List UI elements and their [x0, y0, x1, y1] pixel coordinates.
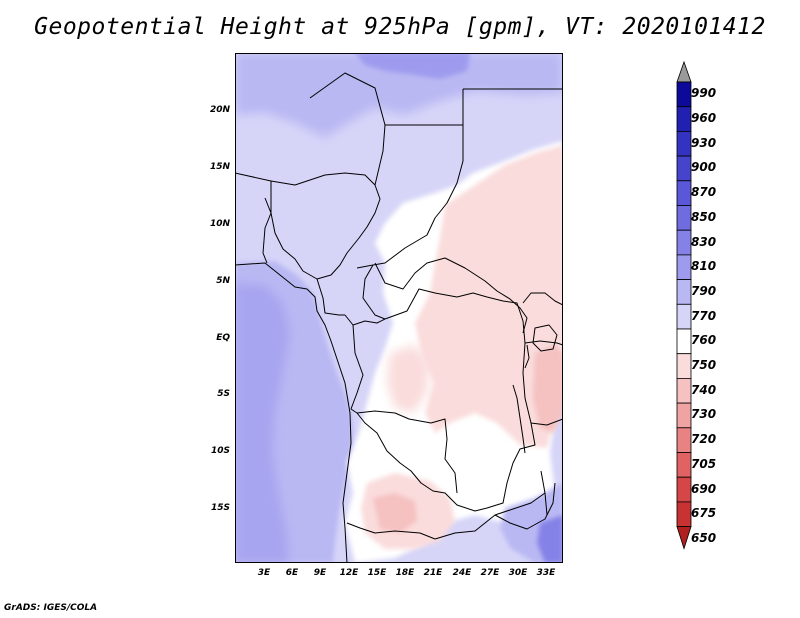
lon-label: 9E [313, 568, 327, 578]
colorbar-swatch [676, 131, 692, 157]
lon-label: 12E [339, 568, 359, 578]
colorbar-label: 810 [691, 259, 717, 274]
colorbar-label: 960 [691, 111, 717, 126]
lat-label: 20N [209, 105, 230, 115]
colorbar-label: 990 [691, 86, 717, 101]
colorbar-label: 770 [691, 308, 717, 323]
lon-label: 18E [395, 568, 415, 578]
colorbar-swatch [676, 279, 692, 305]
band-740-east [533, 345, 563, 433]
band-810-ocean [235, 283, 290, 563]
colorbar-swatch [676, 205, 692, 231]
lon-label: 33E [536, 568, 556, 578]
lon-label: 27E [480, 568, 500, 578]
colorbar-label: 740 [691, 382, 717, 397]
colorbar-label: 930 [691, 135, 717, 150]
colorbar-swatch [676, 427, 692, 453]
colorbar-swatch [676, 106, 692, 132]
colorbar [676, 60, 692, 550]
colorbar-label: 650 [691, 530, 717, 545]
lon-label: 21E [423, 568, 443, 578]
map-frame [235, 53, 563, 563]
lat-label: 15N [209, 162, 230, 172]
colorbar-swatch [676, 377, 692, 404]
geopotential-map [235, 53, 563, 563]
colorbar-label: 705 [691, 456, 717, 471]
colorbar-label: 870 [691, 185, 717, 200]
colorbar-swatch [676, 452, 692, 478]
band-750-east [415, 145, 563, 448]
band-830-southeast [537, 515, 563, 563]
colorbar-swatch [676, 501, 692, 527]
lat-label: 5N [216, 276, 230, 286]
lon-label: 15E [367, 568, 387, 578]
colorbar-swatch [676, 476, 692, 503]
band-740-south [373, 493, 417, 533]
lat-label: 5S [217, 389, 230, 399]
colorbar-label: 675 [691, 506, 717, 521]
lon-label: 3E [257, 568, 271, 578]
colorbar-swatch [676, 353, 692, 379]
lat-label: 10S [210, 446, 230, 456]
height-field [235, 53, 563, 563]
map-title: Geopotential Height at 925hPa [gpm], VT:… [34, 14, 766, 40]
colorbar-label: 760 [691, 333, 717, 348]
band-790-north [235, 53, 563, 138]
colorbar-top-arrow [676, 60, 692, 83]
colorbar-swatch [676, 81, 692, 108]
colorbar-label: 790 [691, 283, 717, 298]
colorbar-label: 850 [691, 209, 717, 224]
colorbar-label: 720 [691, 432, 717, 447]
colorbar-swatch [676, 155, 692, 182]
colorbar-swatch [676, 526, 692, 550]
lon-label: 6E [285, 568, 299, 578]
colorbar-label: 730 [691, 407, 717, 422]
lat-label: EQ [216, 333, 230, 343]
colorbar-label: 900 [691, 160, 717, 175]
lat-label: 15S [210, 503, 230, 513]
colorbar-label: 750 [691, 358, 717, 373]
band-750-central [387, 345, 430, 413]
colorbar-swatch [676, 229, 692, 256]
lon-label: 24E [452, 568, 472, 578]
colorbar-swatch [676, 180, 692, 206]
credit-text: GrADS: IGES/COLA [4, 603, 98, 613]
colorbar-swatch [676, 254, 692, 280]
lat-label: 10N [209, 219, 230, 229]
country-borders [235, 72, 563, 563]
colorbar-swatch [676, 303, 692, 330]
map-panel [235, 53, 563, 563]
colorbar-label: 690 [691, 481, 717, 496]
colorbar-swatch [676, 328, 692, 355]
band-810-north [355, 53, 470, 79]
colorbar-swatch [676, 402, 692, 429]
lon-label: 30E [508, 568, 528, 578]
colorbar-label: 830 [691, 234, 717, 249]
